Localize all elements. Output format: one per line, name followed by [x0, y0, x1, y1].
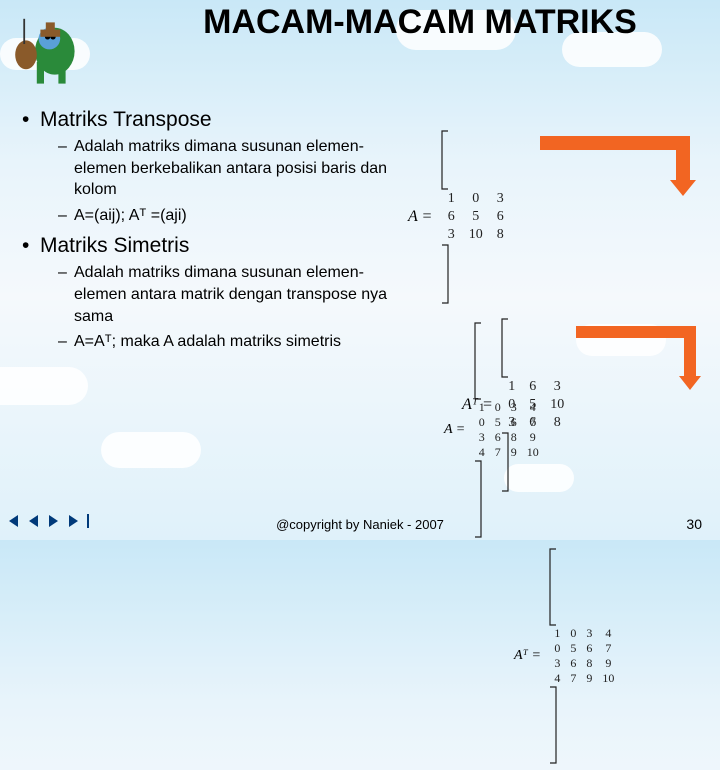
matrix-a-sym-transpose: 10340567368947910 [549, 548, 619, 764]
bullet-text: Adalah matriks dimana susunan elemen-ele… [58, 262, 402, 327]
figure-symmetric: A = 10340567368947910 Aᵀ = 1034056736894… [444, 322, 714, 770]
copyright-text: @copyright by Naniek - 2007 [276, 517, 444, 532]
matrix-label: A = [408, 208, 432, 226]
content-area: Matriks Transpose Adalah matriks dimana … [22, 108, 402, 357]
matrix-a-sym: 10340567368947910 [474, 322, 544, 538]
cloud-decoration [101, 432, 201, 468]
next-slide-button[interactable] [44, 512, 62, 530]
section-heading-symmetric: Matriks Simetris [22, 234, 402, 258]
bullet-text: A=Aᵀ; maka A adalah matriks simetris [58, 331, 402, 353]
bullet-text: A=(aij); Aᵀ =(aji) [58, 205, 402, 227]
slide-nav [4, 512, 82, 530]
mascot-illustration [8, 8, 98, 98]
first-slide-button[interactable] [4, 512, 22, 530]
section-heading-transpose: Matriks Transpose [22, 108, 402, 132]
matrix-a: 1036563108 [441, 130, 511, 304]
bullet-text: Adalah matriks dimana susunan elemen-ele… [58, 136, 402, 201]
matrix-label: A = [444, 422, 465, 438]
matrix-label: Aᵀ = [514, 648, 541, 664]
slide-title: MACAM-MACAM MATRIKS [150, 4, 690, 41]
prev-slide-button[interactable] [24, 512, 42, 530]
cloud-decoration [0, 367, 88, 405]
last-slide-button[interactable] [64, 512, 82, 530]
page-number: 30 [686, 516, 702, 532]
